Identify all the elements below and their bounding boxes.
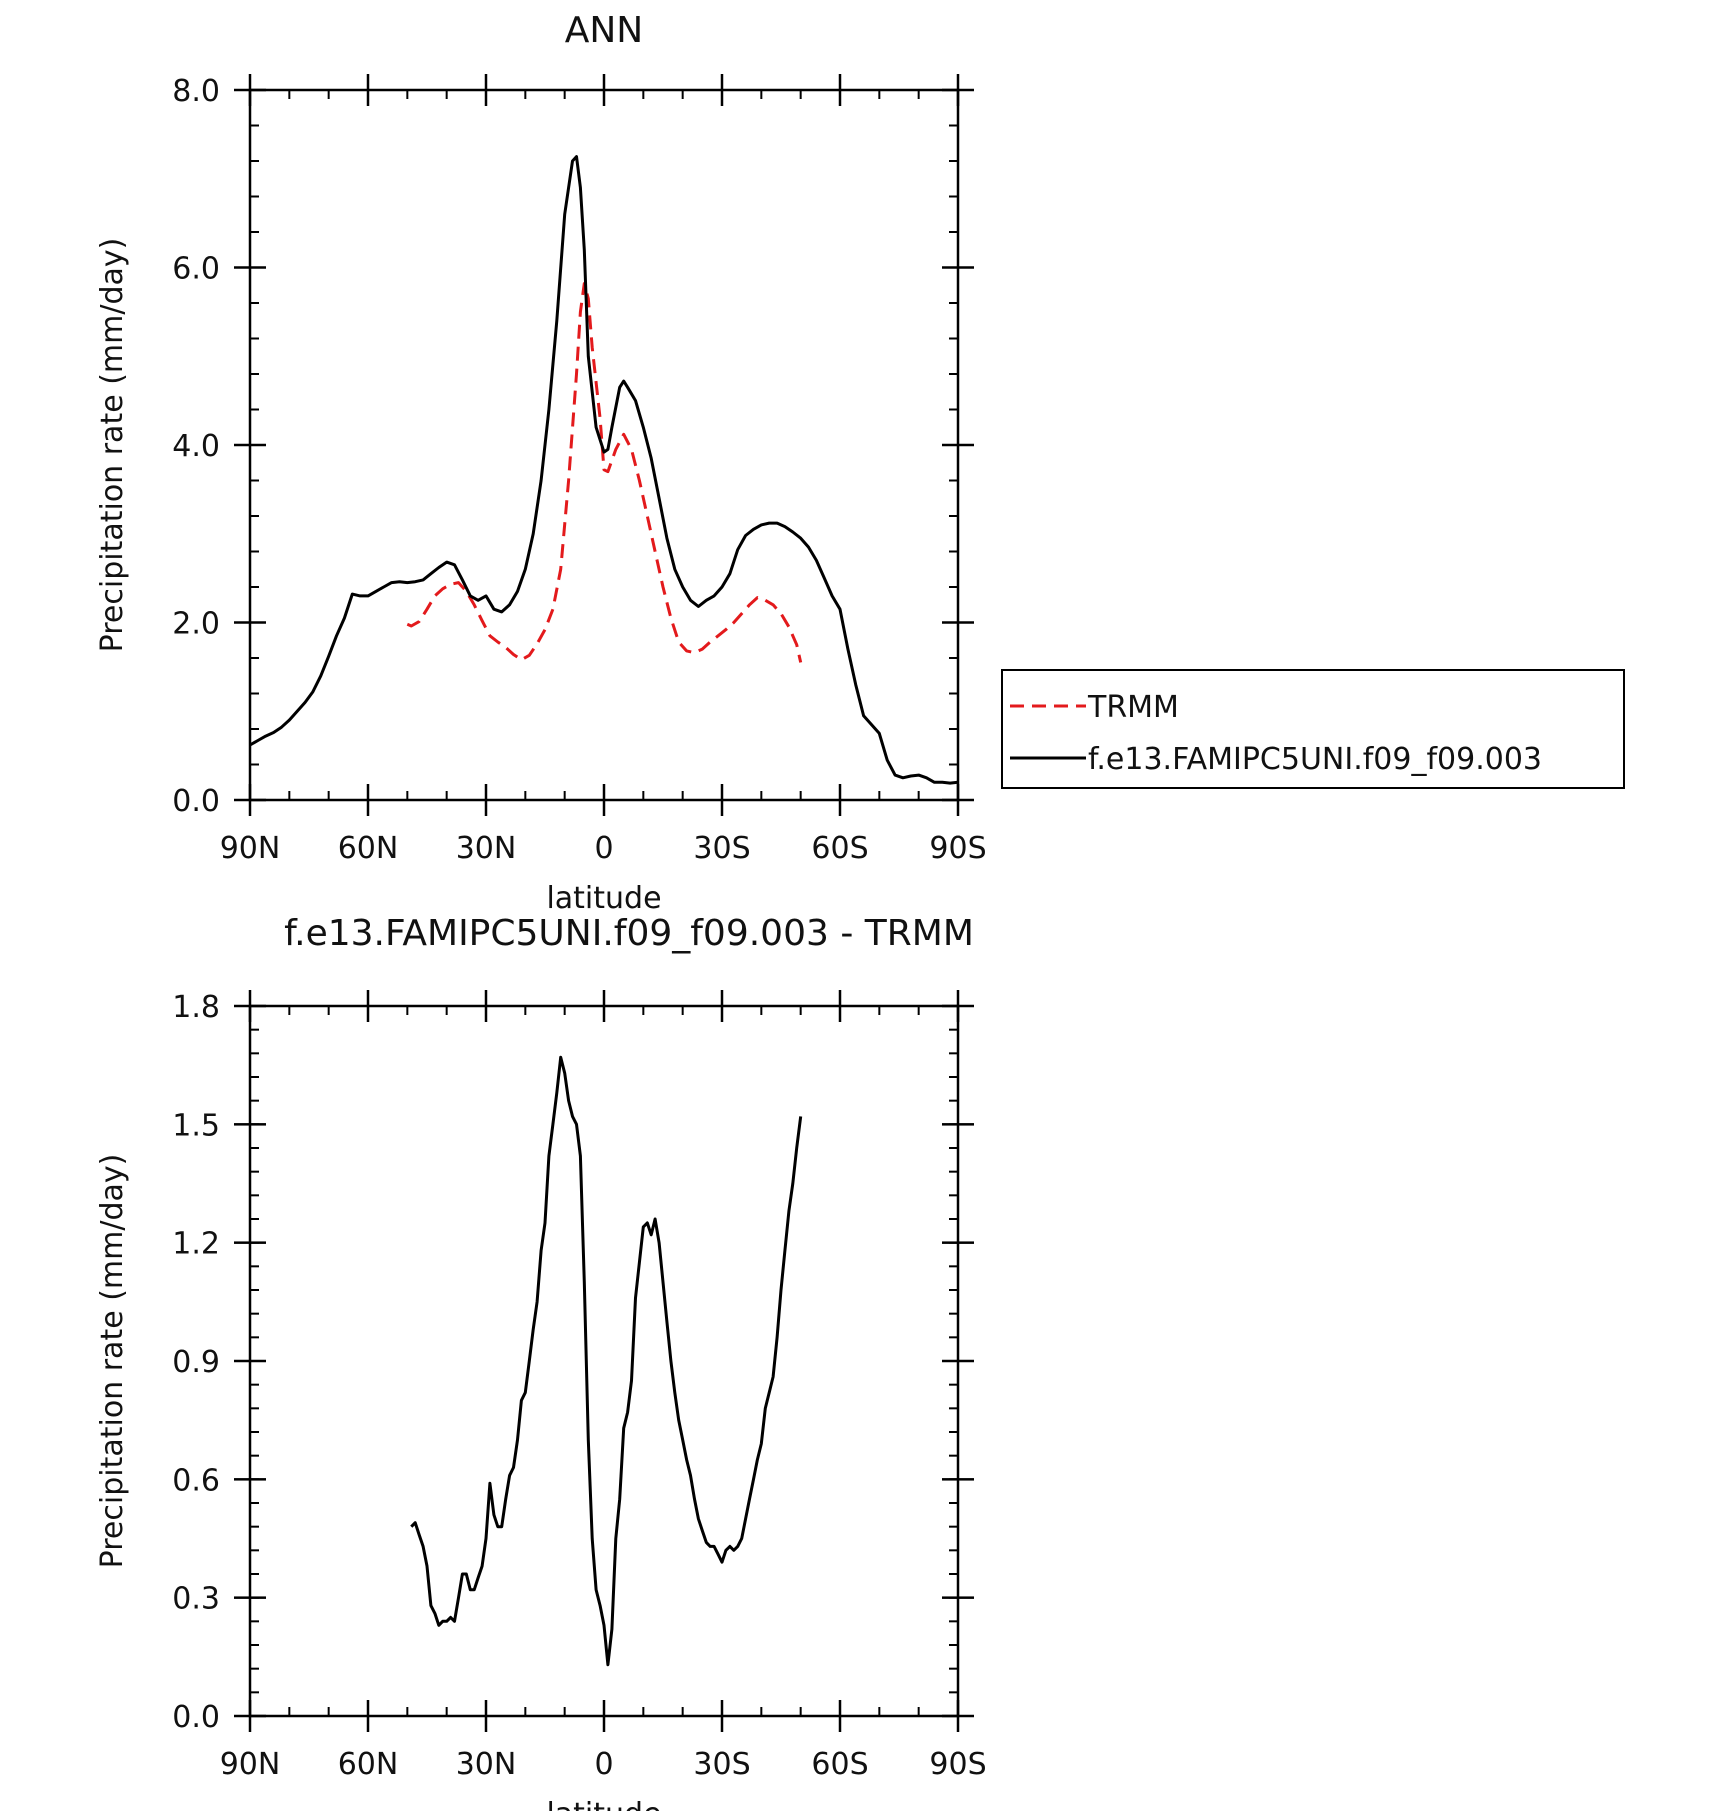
plot-frame (248, 88, 960, 802)
legend-entry-label: TRMM (1087, 690, 1179, 725)
x-tick-label: 90S (929, 831, 986, 866)
y-tick-label: 0.6 (172, 1463, 220, 1498)
x-axis-label: latitude (546, 881, 661, 916)
x-axis-label: latitude (546, 1797, 661, 1811)
chart-title: f.e13.FAMIPC5UNI.f09_f09.003 - TRMM (284, 913, 974, 954)
y-tick-label: 2.0 (172, 607, 220, 642)
x-tick-label: 60N (338, 831, 399, 866)
y-axis-label: Precipitation rate (mm/day) (95, 1154, 130, 1569)
y-tick-label: 4.0 (172, 429, 220, 464)
x-tick-label: 90S (929, 1747, 986, 1782)
x-tick-label: 60N (338, 1747, 399, 1782)
y-tick-label: 8.0 (172, 74, 220, 109)
x-tick-label: 30N (456, 831, 517, 866)
y-tick-label: 0.3 (172, 1582, 220, 1617)
x-tick-label: 30S (693, 831, 750, 866)
legend-entry-label: f.e13.FAMIPC5UNI.f09_f09.003 (1088, 742, 1542, 777)
top-panel: ANN 90N 60N 30N 0 30S 60S 90S 0.0 2.0 4.0 6.0 8.0 lat… (95, 10, 1625, 916)
plot-frame (248, 1004, 960, 1718)
y-tick-label: 0.9 (172, 1345, 220, 1380)
y-tick-label: 0.0 (172, 784, 220, 819)
x-tick-label: 90N (220, 831, 281, 866)
x-tick-label: 30S (693, 1747, 750, 1782)
series-line-f-e13-famipc5uni-f09-f09-003 (249, 155, 959, 785)
x-tick-label: 0 (594, 831, 613, 866)
x-tick-label: 30N (456, 1747, 517, 1782)
difference-series-line (410, 1055, 803, 1667)
x-tick-label: 60S (811, 831, 868, 866)
y-axis-label: Precipitation rate (mm/day) (95, 238, 130, 653)
x-tick-label: 0 (594, 1747, 613, 1782)
series-line-trmm (406, 282, 803, 663)
y-tick-label: 1.2 (172, 1227, 220, 1262)
chart-title: ANN (565, 10, 644, 51)
x-tick-label: 60S (811, 1747, 868, 1782)
legend-box (1001, 669, 1625, 789)
y-tick-label: 1.8 (172, 990, 220, 1025)
y-tick-label: 0.0 (172, 1700, 220, 1735)
x-tick-label: 90N (220, 1747, 281, 1782)
y-tick-label: 1.5 (172, 1108, 220, 1143)
y-tick-label: 6.0 (172, 252, 220, 287)
bottom-panel: f.e13.FAMIPC5UNI.f09_f09.003 - TRMM 90N 60… (95, 913, 987, 1811)
